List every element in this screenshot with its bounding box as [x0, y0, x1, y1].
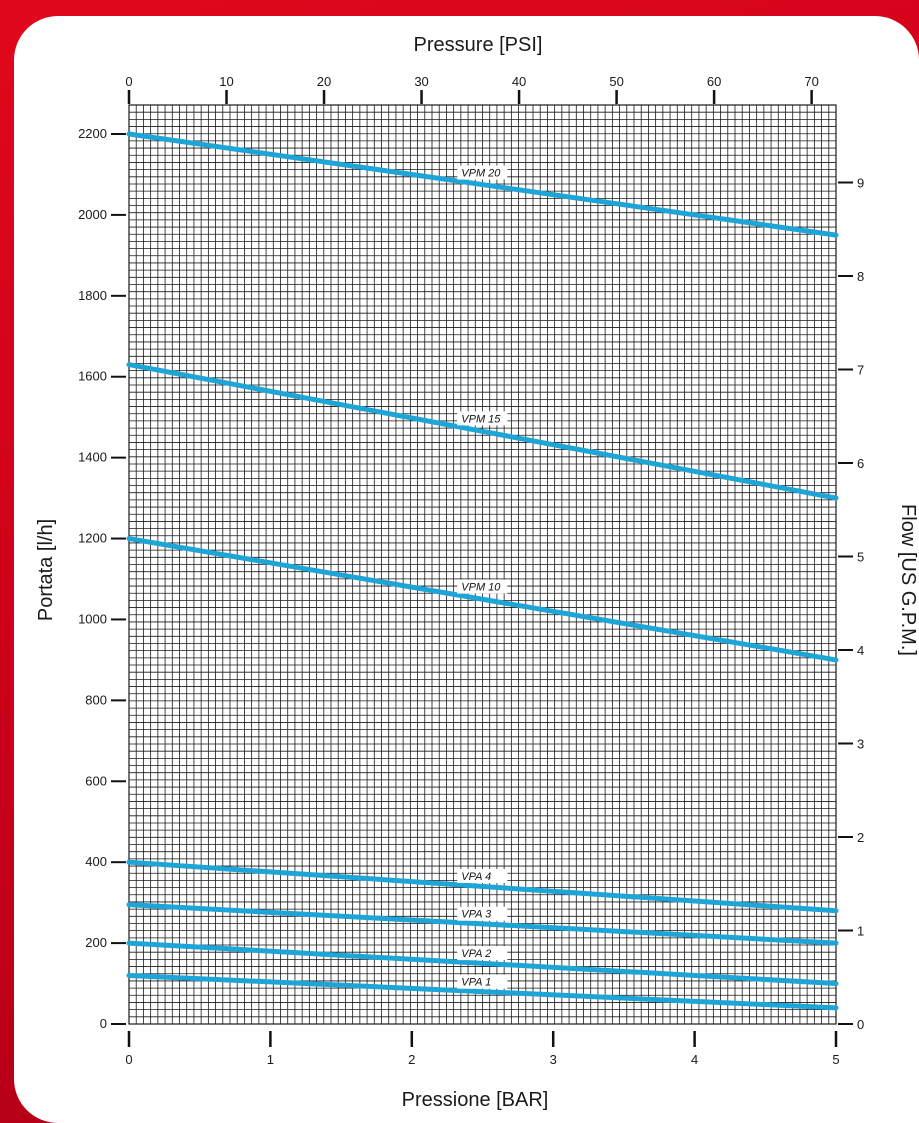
- x-top-tick-label: 0: [125, 74, 132, 89]
- x-bottom-tick-label: 1: [267, 1052, 274, 1067]
- x-top-tick-label: 30: [414, 74, 428, 89]
- axes: 0200400600800100012001400160018002000220…: [78, 74, 864, 1067]
- curve-vpm-15: [126, 362, 839, 501]
- y-right-tick-label: 8: [857, 269, 864, 284]
- y-right-tick-label: 7: [857, 363, 864, 378]
- y-right-tick-label: 5: [857, 550, 864, 565]
- y-right-tick-label: 0: [857, 1017, 864, 1032]
- curve-label-bg: [457, 165, 508, 180]
- curve-label-vpm-10: VPM 10: [461, 582, 501, 594]
- y-left-tick-label: 1200: [78, 531, 107, 546]
- x-top-tick-label: 20: [317, 74, 331, 89]
- x-top-tick-label: 10: [219, 74, 233, 89]
- curve-vpm-10: [126, 536, 839, 663]
- curve-vpa-1: [126, 972, 839, 1011]
- y-right-tick-label: 3: [857, 737, 864, 752]
- curve-label-vpa-1: VPA 1: [461, 977, 491, 989]
- curve-vpa-4: [126, 859, 839, 914]
- curve-label-bg: [457, 974, 508, 989]
- x-top-tick-label: 50: [609, 74, 623, 89]
- y-right-tick-label: 2: [857, 830, 864, 845]
- curve-label-vpm-15: VPM 15: [461, 413, 501, 425]
- x-top-tick-label: 60: [707, 74, 721, 89]
- curves: VPM 20 VPM 15 VPM 10 VPA 4 VPA 3 VPA 2 VPA 1: [126, 131, 839, 1011]
- curve-label-bg: [457, 868, 508, 883]
- curve-label-bg: [457, 579, 508, 594]
- curve-label-vpa-2: VPA 2: [461, 948, 491, 960]
- chart-grid: [128, 104, 837, 1025]
- y-left-tick-label: 0: [100, 1016, 107, 1031]
- curve-label-vpa-3: VPA 3: [461, 909, 492, 921]
- curve-vpa-3: [126, 902, 839, 946]
- x-top-tick-label: 40: [512, 74, 526, 89]
- x-top-tick-label: 70: [804, 74, 818, 89]
- y-right-tick-label: 6: [857, 456, 864, 471]
- y-right-tick-label: 4: [857, 643, 864, 658]
- y-left-tick-label: 1800: [78, 288, 107, 303]
- x-bottom-tick-label: 4: [691, 1052, 698, 1067]
- y-right-tick-label: 1: [857, 924, 864, 939]
- x-bottom-tick-label: 2: [408, 1052, 415, 1067]
- y-left-tick-label: 1600: [78, 369, 107, 384]
- y-left-tick-label: 200: [85, 935, 107, 950]
- y-right-axis-title: Flow [US G.P.M.]: [897, 504, 919, 656]
- curve-vpm-20: [126, 131, 839, 238]
- curve-label-vpa-4: VPA 4: [461, 871, 491, 883]
- curve-label-vpm-20: VPM 20: [461, 168, 501, 180]
- x-bottom-tick-label: 0: [125, 1052, 132, 1067]
- y-left-tick-label: 1400: [78, 450, 107, 465]
- x-top-axis-title: Pressure [PSI]: [414, 34, 543, 56]
- y-left-axis-title: Portata [l/h]: [35, 519, 57, 621]
- y-left-tick-label: 400: [85, 854, 107, 869]
- x-bottom-tick-label: 3: [550, 1052, 557, 1067]
- x-bottom-axis-title: Pressione [BAR]: [402, 1089, 549, 1111]
- y-left-tick-label: 600: [85, 773, 107, 788]
- y-right-tick-label: 9: [857, 176, 864, 191]
- y-left-tick-label: 1000: [78, 611, 107, 626]
- plot-border: [128, 104, 837, 1025]
- curve-label-bg: [457, 906, 508, 921]
- curve-label-bg: [457, 946, 508, 961]
- y-left-tick-label: 2200: [78, 126, 107, 141]
- y-left-tick-label: 2000: [78, 207, 107, 222]
- curve-vpa-2: [126, 940, 839, 987]
- curve-label-bg: [457, 411, 508, 426]
- x-bottom-tick-label: 5: [832, 1052, 839, 1067]
- y-left-tick-label: 800: [85, 692, 107, 707]
